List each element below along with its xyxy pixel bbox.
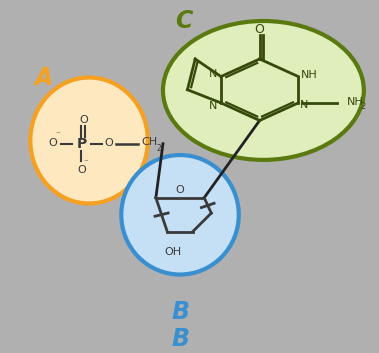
Text: NH: NH	[301, 70, 317, 80]
Text: C: C	[175, 9, 193, 33]
Text: O: O	[79, 114, 88, 125]
Text: O: O	[49, 138, 58, 148]
Text: NH: NH	[346, 97, 363, 107]
Text: ⁻: ⁻	[56, 130, 60, 139]
Text: B: B	[171, 328, 189, 352]
Text: N: N	[208, 101, 217, 111]
Ellipse shape	[163, 21, 364, 160]
Text: 2: 2	[156, 144, 161, 153]
Text: O: O	[77, 165, 86, 175]
Ellipse shape	[121, 155, 239, 275]
Text: P: P	[76, 137, 87, 151]
Text: N: N	[209, 69, 218, 79]
Text: OH: OH	[164, 247, 181, 257]
Text: O: O	[104, 138, 113, 148]
Text: CH: CH	[141, 137, 157, 148]
Text: ⁻: ⁻	[84, 158, 88, 168]
Text: B: B	[171, 300, 189, 324]
Ellipse shape	[30, 78, 148, 203]
Text: N: N	[300, 100, 308, 109]
Text: O: O	[255, 23, 265, 36]
Text: O: O	[175, 185, 185, 195]
Text: A: A	[34, 66, 53, 90]
Text: 2: 2	[360, 102, 366, 111]
